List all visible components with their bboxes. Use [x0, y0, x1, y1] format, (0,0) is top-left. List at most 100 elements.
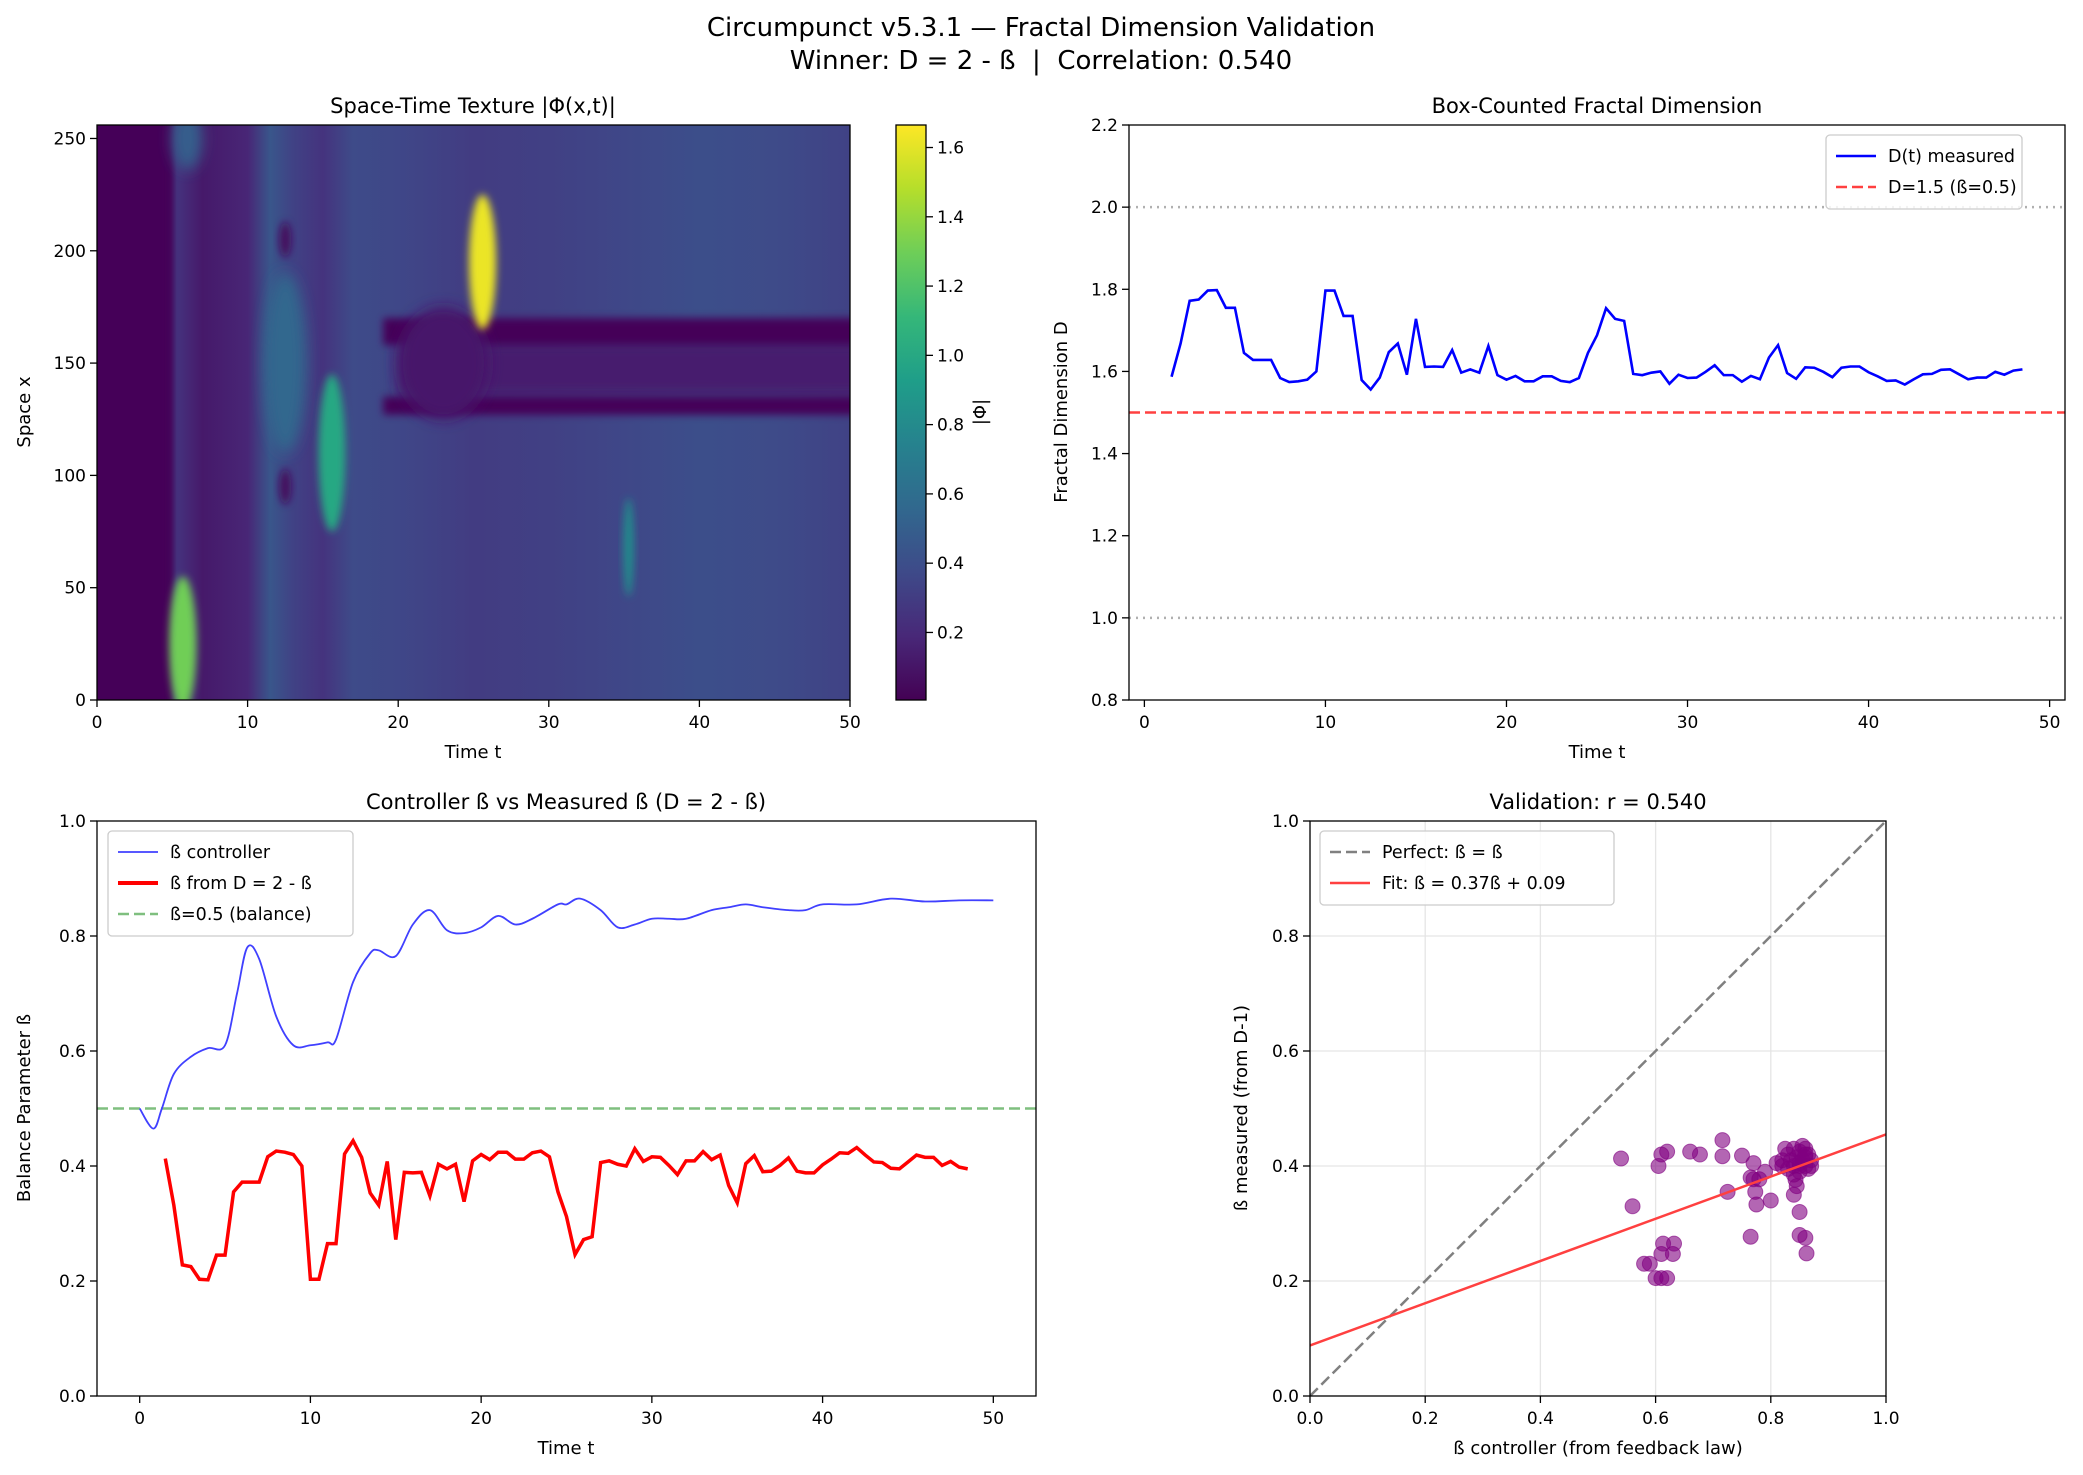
colorbar-tick-label: 1.4	[937, 208, 964, 228]
scatter-point	[1613, 1150, 1630, 1167]
scatter-point	[1742, 1228, 1759, 1245]
colorbar	[895, 124, 927, 701]
scatter-point	[1666, 1235, 1683, 1252]
validation-xlabel: ß controller (from feedback law)	[1453, 1438, 1742, 1459]
scatter-point	[1734, 1147, 1750, 1164]
validation-xtick-label: 0.4	[1527, 1409, 1554, 1429]
fractal-title: Box-Counted Fractal Dimension	[1432, 94, 1763, 118]
beta-xlabel: Time t	[537, 1438, 595, 1459]
heatmap-xtick-label: 0	[92, 713, 103, 733]
scatter-point	[1768, 1155, 1785, 1172]
heatmap-ytick-label: 200	[54, 242, 86, 262]
fractal-ytick-label: 1.8	[1091, 280, 1118, 300]
validation-ylabel: ß measured (from D-1)	[1231, 1005, 1252, 1211]
perfect-line	[1310, 821, 1886, 1396]
validation-ytick-label: 0.6	[1272, 1042, 1299, 1062]
heatmap-title: Space-Time Texture |Φ(x,t)|	[330, 94, 616, 119]
scatter-point	[1748, 1196, 1765, 1213]
beta-ytick-label: 0.4	[59, 1157, 86, 1177]
series-d-measured	[1170, 288, 2023, 392]
heatmap-xtick-label: 10	[237, 713, 259, 733]
fractal-xtick-label: 30	[1677, 713, 1699, 733]
scatter-point	[1624, 1198, 1641, 1215]
scatter-point	[1762, 1192, 1779, 1209]
fractal-ytick-label: 2.2	[1091, 116, 1118, 136]
beta-legend: ß controller ß from D = 2 - ß ß=0.5 (balan…	[107, 830, 354, 937]
heatmap-xlabel: Time t	[444, 742, 502, 763]
scatter-point	[1798, 1245, 1815, 1262]
beta-ytick-label: 1.0	[59, 812, 86, 832]
validation-plot-area	[1310, 821, 1886, 1396]
beta-xtick-label: 40	[812, 1409, 834, 1429]
fractal-ytick-label: 1.4	[1091, 445, 1118, 465]
colorbar-tick-label: 0.6	[937, 485, 964, 505]
figure-title-line2: Winner: D = 2 - ß | Correlation: 0.540	[790, 46, 1292, 76]
scatter-point	[1745, 1155, 1762, 1172]
fractal-ytick-label: 2.0	[1091, 198, 1118, 218]
series-beta-measured	[163, 1137, 969, 1282]
legend-label: ß=0.5 (balance)	[170, 905, 312, 925]
legend-label: Perfect: ß = ß	[1382, 843, 1503, 863]
fractal-xlabel: Time t	[1568, 742, 1626, 763]
beta-xtick-label: 0	[134, 1409, 145, 1429]
fractal-legend: D(t) measured D=1.5 (ß=0.5)	[1825, 134, 2023, 210]
fractal-ylabel: Fractal Dimension D	[1051, 321, 1072, 502]
legend-label: D=1.5 (ß=0.5)	[1888, 178, 2017, 198]
beta-title: Controller ß vs Measured ß (D = 2 - ß)	[366, 790, 766, 814]
scatter-point	[1659, 1143, 1676, 1160]
fractal-xtick-label: 50	[2039, 713, 2061, 733]
beta-ytick-label: 0.0	[59, 1387, 86, 1407]
figure-title-line1: Circumpunct v5.3.1 — Fractal Dimension V…	[707, 13, 1375, 43]
scatter-point	[1797, 1146, 1814, 1163]
beta-frame	[96, 820, 1037, 1397]
validation-xtick-label: 1.0	[1872, 1409, 1899, 1429]
validation-legend: Perfect: ß = ß Fit: ß = 0.37ß + 0.09	[1319, 830, 1615, 906]
colorbar-tick-label: 0.8	[937, 416, 964, 436]
scatter-point	[1659, 1270, 1676, 1287]
scatter-point	[1791, 1204, 1808, 1220]
legend-label: D(t) measured	[1888, 147, 2015, 167]
legend-label: ß controller	[170, 843, 271, 863]
validation-xtick-label: 0.2	[1412, 1409, 1439, 1429]
heatmap-ytick-label: 100	[54, 466, 86, 486]
heatmap-frame	[96, 124, 851, 701]
beta-xtick-label: 20	[470, 1409, 492, 1429]
beta-ylabel: Balance Parameter ß	[14, 1014, 35, 1202]
fractal-xtick-label: 10	[1315, 713, 1337, 733]
validation-ytick-label: 1.0	[1272, 812, 1299, 832]
heatmap-xtick-label: 20	[387, 713, 409, 733]
heatmap-xtick-label: 30	[538, 713, 560, 733]
heatmap-ytick-label: 250	[54, 129, 86, 149]
plot-layer: 0 10 20 30 40 500501001502002500.20.40.60.81.…	[54, 116, 2066, 1429]
colorbar-tick-label: 0.4	[937, 554, 964, 574]
fractal-xtick-label: 0	[1139, 713, 1150, 733]
colorbar-label: |Φ|	[970, 399, 991, 425]
fractal-frame	[1128, 124, 2066, 701]
validation-xtick-label: 0.0	[1296, 1409, 1323, 1429]
scatter-point	[1777, 1140, 1794, 1157]
heatmap-xtick-label: 40	[689, 713, 711, 733]
fractal-ytick-label: 1.0	[1091, 609, 1118, 629]
scatter-point	[1714, 1148, 1731, 1165]
colorbar-tick-label: 1.2	[937, 277, 964, 297]
fractal-ytick-label: 1.2	[1091, 527, 1118, 547]
beta-ytick-label: 0.2	[59, 1272, 86, 1292]
scatter-point	[1691, 1146, 1708, 1163]
fractal-plot-area	[1129, 205, 2065, 620]
heatmap-ylabel: Space x	[14, 376, 35, 448]
validation-xtick-label: 0.8	[1757, 1409, 1784, 1429]
scatter-point	[1797, 1229, 1814, 1246]
beta-xtick-label: 50	[982, 1409, 1004, 1429]
validation-frame	[1309, 820, 1887, 1397]
beta-ytick-label: 0.6	[59, 1042, 86, 1062]
legend-label: Fit: ß = 0.37ß + 0.09	[1382, 874, 1566, 894]
fit-line	[1310, 1133, 1886, 1347]
colorbar-tick-label: 1.0	[937, 346, 964, 366]
fractal-ytick-label: 0.8	[1091, 691, 1118, 711]
fractal-xtick-label: 40	[1858, 713, 1880, 733]
beta-plot-area	[97, 897, 1036, 1282]
scatter-point	[1641, 1255, 1658, 1272]
validation-ytick-label: 0.2	[1272, 1272, 1299, 1292]
fractal-ytick-label: 1.6	[1091, 362, 1118, 382]
heatmap-ytick-label: 150	[54, 354, 86, 374]
